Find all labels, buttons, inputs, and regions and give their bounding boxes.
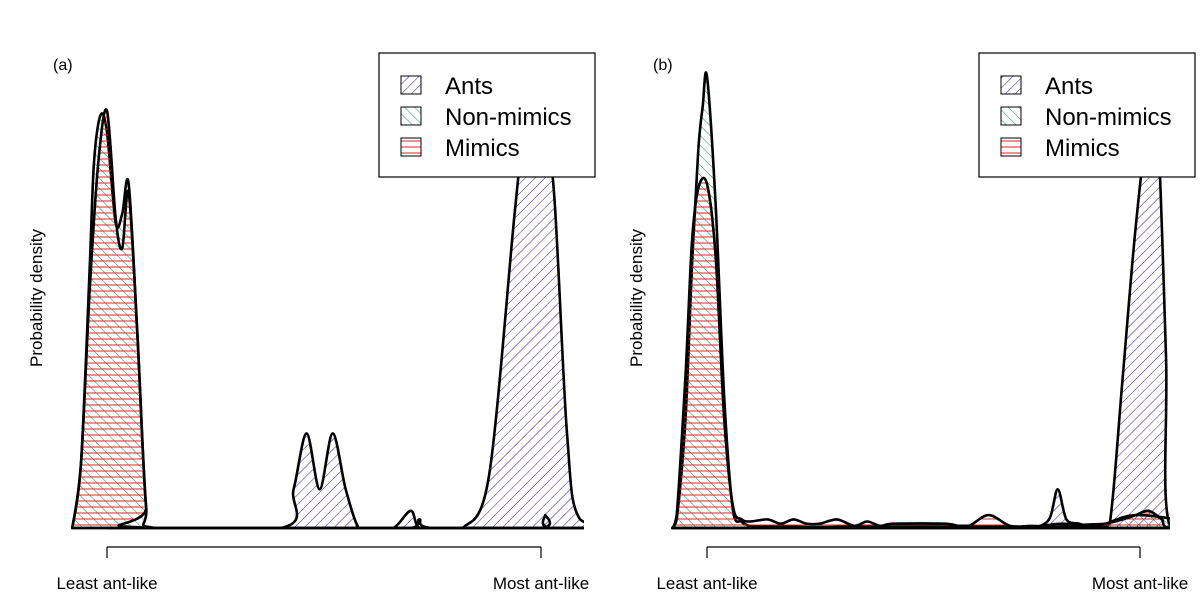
legend-swatch-non-mimics	[400, 106, 422, 126]
legend: Ants Non-mimics Mimics	[378, 52, 596, 178]
density-area-mimics	[71, 108, 584, 530]
x-tick-label: Most ant-like	[493, 574, 589, 593]
panel-label: (a)	[53, 57, 73, 74]
legend: Ants Non-mimics Mimics	[978, 52, 1196, 178]
chart-panel-a: (a) Probability density Least ant-like Most…	[27, 52, 596, 593]
legend-swatch-non-mimics	[1000, 106, 1022, 126]
legend-entry: Non-mimics	[1045, 104, 1172, 131]
y-axis-label: Probability density	[27, 229, 46, 367]
x-tick-label: Least ant-like	[656, 574, 757, 593]
legend-swatch-mimics	[400, 137, 422, 157]
x-axis: Least ant-like Most ant-like	[56, 546, 589, 593]
chart-panel-b: (b) Probability density Least ant-like Most…	[627, 52, 1196, 593]
panel-label: (b)	[653, 57, 673, 74]
y-axis-label: Probability density	[627, 229, 646, 367]
density-areas	[671, 71, 1170, 530]
legend-entry: Mimics	[445, 135, 520, 162]
legend-swatch-mimics	[1000, 137, 1022, 157]
x-tick-label: Most ant-like	[1092, 574, 1188, 593]
density-area-mimics	[671, 176, 1170, 530]
x-axis: Least ant-like Most ant-like	[656, 546, 1188, 593]
legend-swatch-ants	[1000, 75, 1022, 95]
legend-entry: Mimics	[1045, 135, 1120, 162]
x-tick-label: Least ant-like	[56, 574, 157, 593]
legend-entry: Ants	[445, 73, 493, 100]
legend-entry: Ants	[1045, 73, 1093, 100]
legend-swatch-ants	[400, 75, 422, 95]
legend-entry: Non-mimics	[445, 104, 572, 131]
